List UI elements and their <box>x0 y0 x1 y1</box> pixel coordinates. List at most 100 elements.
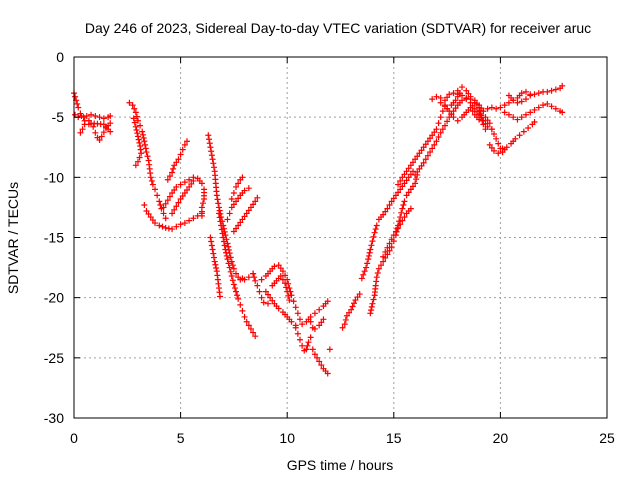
data-point <box>152 186 159 193</box>
data-point <box>75 104 82 111</box>
data-point <box>527 92 534 99</box>
data-point <box>107 128 114 135</box>
data-point <box>288 292 295 299</box>
data-point <box>437 114 444 121</box>
data-point <box>480 117 487 124</box>
data-point <box>181 189 188 196</box>
data-point <box>96 137 103 144</box>
data-point <box>216 214 223 221</box>
data-point <box>78 112 85 119</box>
data-point <box>250 201 257 208</box>
data-point <box>307 334 314 341</box>
data-point <box>228 204 235 211</box>
data-point <box>412 180 419 187</box>
data-point <box>444 94 451 101</box>
data-point <box>243 210 250 217</box>
data-point <box>171 186 178 193</box>
data-point <box>186 217 193 224</box>
series-seg-w <box>326 346 333 353</box>
data-point <box>493 135 500 142</box>
data-point <box>380 253 387 260</box>
data-point <box>143 208 150 215</box>
data-point <box>220 234 227 241</box>
data-point <box>98 133 105 140</box>
data-point <box>296 336 303 343</box>
data-point <box>229 262 236 269</box>
data-point <box>177 181 184 188</box>
data-point <box>388 198 395 205</box>
data-point <box>226 210 233 217</box>
data-point <box>207 144 214 151</box>
data-point <box>441 97 448 104</box>
data-point <box>126 99 133 106</box>
data-point <box>486 141 493 148</box>
series-seg-l <box>215 210 259 340</box>
data-point <box>227 254 234 261</box>
data-point <box>132 123 139 130</box>
data-point <box>226 264 233 271</box>
y-tick-label: -10 <box>44 169 64 185</box>
data-point <box>143 149 150 156</box>
data-point <box>499 145 506 152</box>
data-point <box>230 189 237 196</box>
data-point <box>370 296 377 303</box>
y-tick-label: -25 <box>44 350 64 366</box>
data-point <box>399 205 406 212</box>
data-point <box>208 148 215 155</box>
data-point <box>369 238 376 245</box>
data-point <box>173 159 180 166</box>
data-point <box>444 118 451 125</box>
data-point <box>435 134 442 141</box>
data-point <box>218 222 225 229</box>
data-point <box>488 126 495 133</box>
data-point <box>348 306 355 313</box>
data-point <box>90 123 97 130</box>
data-point <box>368 303 375 310</box>
series-seg-h <box>164 138 190 183</box>
data-point <box>469 102 476 109</box>
data-point <box>221 242 228 249</box>
data-point <box>129 102 136 109</box>
data-point <box>210 160 217 167</box>
data-point <box>252 198 259 205</box>
data-point <box>149 217 156 224</box>
data-point <box>177 151 184 158</box>
data-point <box>400 202 407 209</box>
y-tick-label: -20 <box>44 290 64 306</box>
data-point <box>294 310 301 317</box>
data-point <box>414 168 421 175</box>
data-point <box>324 298 331 305</box>
data-point <box>392 192 399 199</box>
data-point <box>431 129 438 136</box>
data-point <box>136 154 143 161</box>
data-point <box>250 270 257 277</box>
data-point <box>433 93 440 100</box>
data-point <box>467 99 474 106</box>
data-point <box>133 127 140 134</box>
data-point <box>239 174 246 181</box>
data-point <box>208 238 215 245</box>
data-point <box>162 200 169 207</box>
data-point <box>271 263 278 270</box>
data-point <box>169 169 176 176</box>
data-point <box>206 140 213 147</box>
data-point <box>173 203 180 210</box>
data-point <box>311 325 318 332</box>
data-point <box>250 329 257 336</box>
data-point <box>142 145 149 152</box>
data-point <box>132 109 139 116</box>
data-point <box>407 162 414 169</box>
data-point <box>107 112 114 119</box>
data-point <box>279 268 286 275</box>
data-point <box>211 258 218 265</box>
data-points <box>71 82 566 377</box>
data-point <box>170 165 177 172</box>
data-point <box>179 192 186 199</box>
data-point <box>403 168 410 175</box>
data-point <box>366 249 373 256</box>
series-seg-ai <box>501 100 566 123</box>
data-point <box>215 210 222 217</box>
data-point <box>171 162 178 169</box>
data-point <box>233 225 240 232</box>
data-point <box>437 94 444 101</box>
